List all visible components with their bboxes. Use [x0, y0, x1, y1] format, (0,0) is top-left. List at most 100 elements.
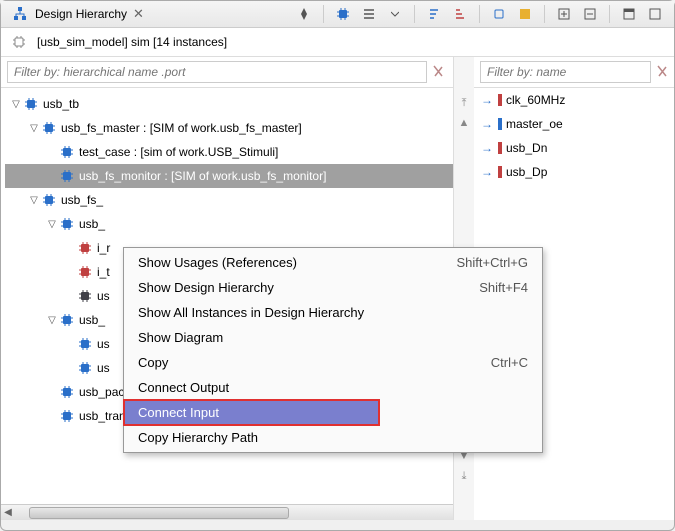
chip-icon	[11, 34, 27, 50]
sort2-icon[interactable]	[452, 6, 468, 22]
chip-blue-icon	[59, 216, 75, 232]
toolbar-btn-1[interactable]	[296, 6, 312, 22]
divider	[323, 5, 324, 23]
direction-icon: →	[480, 93, 494, 107]
signal-row[interactable]: → clk_60MHz	[474, 88, 674, 112]
direction-icon: →	[480, 141, 494, 155]
chip2-icon[interactable]	[491, 6, 507, 22]
menu-shortcut: Ctrl+C	[491, 355, 528, 370]
tree-label: usb_fs_monitor : [SIM of work.usb_fs_mon…	[79, 169, 326, 183]
signal-label: usb_Dp	[506, 165, 547, 179]
chip-blue-icon	[59, 384, 75, 400]
context-menu-item[interactable]: Connect Output	[124, 375, 542, 400]
chip-blue-icon	[59, 144, 75, 160]
signal-label: usb_Dn	[506, 141, 547, 155]
signal-row[interactable]: → usb_Dn	[474, 136, 674, 160]
view-title: Design Hierarchy	[35, 7, 127, 21]
chip-blue-icon	[59, 168, 75, 184]
divider	[609, 5, 610, 23]
expand-icon[interactable]	[556, 6, 572, 22]
tree-row[interactable]: ▽ usb_tb	[5, 92, 453, 116]
maximize-icon[interactable]	[647, 6, 663, 22]
filter-row-left	[1, 57, 453, 88]
tree-row[interactable]: ▽usb_fs_master : [SIM of work.usb_fs_mas…	[5, 116, 453, 140]
tree-row[interactable]: ▽ usb_	[5, 212, 453, 236]
chip-blue-icon	[77, 336, 93, 352]
content: ▽ usb_tb ▽usb_fs_master : [SIM of work.usb…	[1, 57, 674, 520]
tree-label: usb_fs_	[61, 193, 103, 207]
chip-blue-icon	[41, 120, 57, 136]
context-menu-item[interactable]: Copy Hierarchy Path	[124, 425, 542, 450]
tree-label: usb_	[79, 313, 105, 327]
signal-bar-icon	[498, 142, 502, 154]
hierarchy-icon	[12, 6, 28, 22]
collapse-icon[interactable]	[582, 6, 598, 22]
collapse-down-icon[interactable]: ⤓	[457, 470, 471, 484]
tree-label: usb_	[79, 217, 105, 231]
tree-label: us	[97, 337, 110, 351]
divider	[414, 5, 415, 23]
signal-list[interactable]: → clk_60MHz →master_oe → usb_Dn →usb_Dp	[474, 88, 674, 184]
chip-blue-icon	[77, 360, 93, 376]
context-menu-item[interactable]: Show All Instances in Design Hierarchy	[124, 300, 542, 325]
menu-label: Connect Input	[138, 405, 219, 420]
chip-blue-icon	[59, 312, 75, 328]
context-menu-item[interactable]: Show Diagram	[124, 325, 542, 350]
menu-label: Connect Output	[138, 380, 229, 395]
scroll-thumb[interactable]	[29, 507, 289, 519]
hscrollbar[interactable]: ◀	[1, 504, 453, 520]
tree-row[interactable]: ▽ usb_fs_	[5, 188, 453, 212]
menu-label: Show All Instances in Design Hierarchy	[138, 305, 364, 320]
dropdown-icon[interactable]	[387, 6, 403, 22]
chip-blue-icon	[23, 96, 39, 112]
menu-shortcut: Shift+F4	[479, 280, 528, 295]
context-menu-item[interactable]: Show Usages (References) Shift+Ctrl+G	[124, 250, 542, 275]
tree-label: i_r	[97, 241, 110, 255]
filter-input-left[interactable]	[7, 61, 427, 83]
signal-bar-icon	[498, 166, 502, 178]
context-menu-item[interactable]: Show Design HierarchyShift+F4	[124, 275, 542, 300]
chip-dark-icon	[77, 288, 93, 304]
signal-row[interactable]: →master_oe	[474, 112, 674, 136]
filter-input-right[interactable]	[480, 61, 651, 83]
chip-icon[interactable]	[335, 6, 351, 22]
signal-label: clk_60MHz	[506, 93, 565, 107]
signal-bar-icon	[498, 118, 502, 130]
collapse-up-icon[interactable]: ⤒	[457, 97, 471, 111]
tree-label: us	[97, 289, 110, 303]
signal-row[interactable]: →usb_Dp	[474, 160, 674, 184]
toggle-icon[interactable]: ▽	[45, 315, 59, 326]
tree-row[interactable]: usb_fs_monitor : [SIM of work.usb_fs_mon…	[5, 164, 453, 188]
chip-blue-icon	[59, 408, 75, 424]
context-menu-item[interactable]: Connect Input	[124, 400, 379, 425]
toggle-icon[interactable]: ▽	[9, 99, 23, 110]
signal-label: master_oe	[506, 117, 563, 131]
close-icon[interactable]: ✕	[133, 6, 144, 22]
clear-icon[interactable]	[431, 64, 447, 80]
menu-label: Show Diagram	[138, 330, 223, 345]
list-icon[interactable]	[361, 6, 377, 22]
chip-red-icon	[77, 264, 93, 280]
sort-icon[interactable]	[426, 6, 442, 22]
menu-label: Copy Hierarchy Path	[138, 430, 258, 445]
breadcrumb-text: [usb_sim_model] sim [14 instances]	[37, 35, 227, 49]
toggle-icon[interactable]: ▽	[27, 195, 41, 206]
tree-row[interactable]: test_case : [sim of work.USB_Stimuli]	[5, 140, 453, 164]
left-pane: ▽ usb_tb ▽usb_fs_master : [SIM of work.usb…	[1, 57, 454, 520]
up-icon[interactable]: ▲	[457, 117, 471, 131]
minimize-icon[interactable]	[621, 6, 637, 22]
toggle-icon[interactable]: ▽	[27, 123, 41, 134]
titlebar: Design Hierarchy ✕	[1, 1, 674, 28]
highlight-icon[interactable]	[517, 6, 533, 22]
divider	[544, 5, 545, 23]
breadcrumb: [usb_sim_model] sim [14 instances]	[1, 28, 674, 57]
menu-label: Copy	[138, 355, 168, 370]
tree-label: usb_tb	[43, 97, 79, 111]
clear-icon[interactable]	[655, 64, 669, 80]
menu-shortcut: Shift+Ctrl+G	[456, 255, 528, 270]
tree-label: test_case : [sim of work.USB_Stimuli]	[79, 145, 278, 159]
toggle-icon[interactable]: ▽	[45, 219, 59, 230]
menu-label: Show Usages (References)	[138, 255, 297, 270]
context-menu-item[interactable]: Copy Ctrl+C	[124, 350, 542, 375]
context-menu: Show Usages (References)Shift+Ctrl+GShow…	[123, 247, 543, 453]
